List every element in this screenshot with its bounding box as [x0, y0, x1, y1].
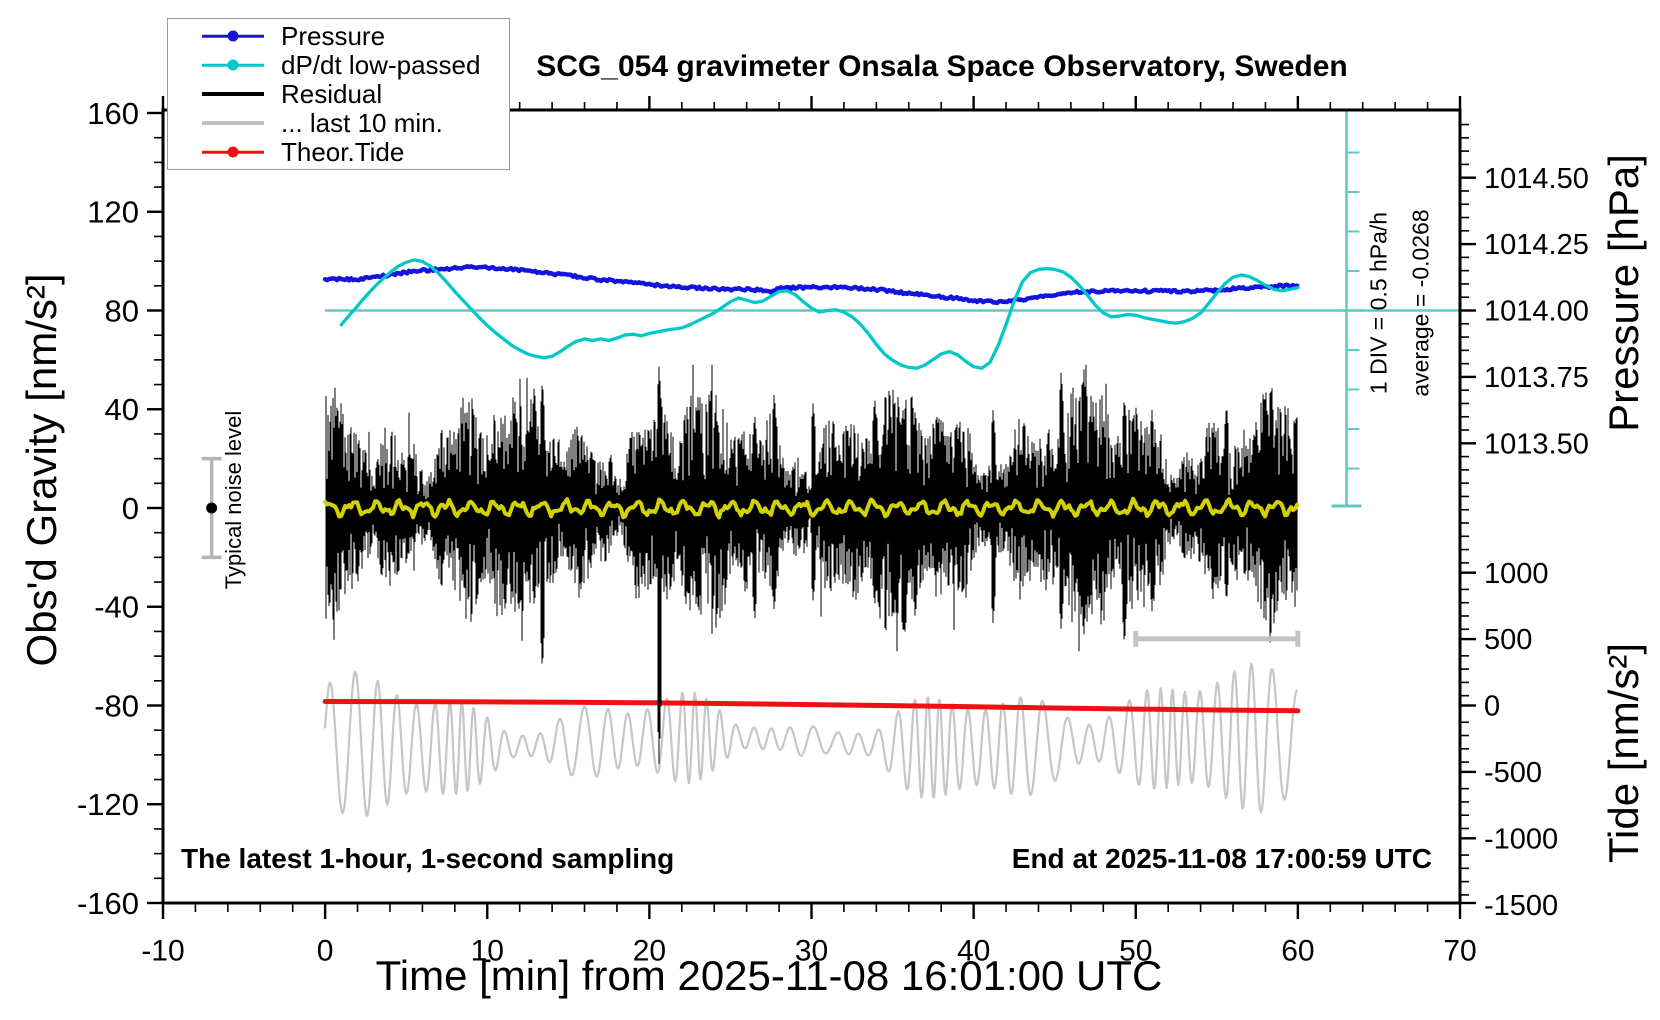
average-note: average = -0.0268	[1407, 209, 1434, 397]
x-tick-label: 30	[795, 935, 828, 968]
dpdt-line	[339, 258, 1300, 370]
legend-line-sample	[202, 88, 264, 100]
tide-tick-label: 1000	[1484, 558, 1549, 590]
gravity-tick-label: 40	[105, 392, 139, 427]
legend-item: ... last 10 min.	[168, 107, 509, 138]
pressure-tick-label: 1014.00	[1484, 296, 1589, 328]
pressure-axis-title: Pressure [hPa]	[1600, 154, 1647, 432]
gravity-tick-label: -40	[94, 590, 139, 625]
residual-lowpassed-line	[323, 496, 1300, 520]
tide-tick-label: -1000	[1484, 823, 1558, 855]
x-tick-label: 70	[1443, 935, 1476, 968]
x-tick-label: 20	[633, 935, 666, 968]
legend-line-sample	[202, 117, 264, 129]
gravity-tick-label: -160	[77, 886, 139, 921]
last-10-min-trace	[324, 662, 1299, 818]
sampling-note: The latest 1-hour, 1-second sampling	[181, 843, 675, 874]
gravity-tick-label: -80	[94, 688, 139, 723]
legend-item: Residual	[168, 78, 509, 109]
x-tick-label: 0	[317, 935, 334, 968]
legend-item-label: dP/dt low-passed	[281, 49, 481, 80]
legend-dot	[227, 146, 239, 158]
pressure-tick-label: 1013.75	[1484, 362, 1589, 394]
gravity-tick-label: 0	[122, 491, 139, 526]
legend-line-sample	[202, 30, 264, 42]
gravity-axis-title: Obs'd Gravity [nm/s²]	[18, 273, 65, 667]
legend-item: Pressure	[168, 20, 509, 51]
legend-line-sample	[202, 146, 264, 158]
legend-line-sample	[202, 59, 264, 71]
gravity-tick-label: 80	[105, 293, 139, 328]
tide-axis-title: Tide [nm/s²]	[1600, 642, 1647, 864]
gravity-tick-label: 160	[87, 96, 139, 131]
tide-tick-label: -500	[1484, 757, 1542, 789]
gravity-tick-label: -120	[77, 787, 139, 822]
legend-item: Theor.Tide	[168, 136, 509, 167]
legend-item: dP/dt low-passed	[168, 49, 509, 80]
tide-tick-label: -1500	[1484, 890, 1558, 922]
tide-tick-label: 500	[1484, 624, 1532, 656]
plot-frame	[161, 108, 1462, 905]
pressure-tick-label: 1013.50	[1484, 428, 1589, 460]
tide-tick-label: 0	[1484, 691, 1500, 723]
x-tick-label: 60	[1281, 935, 1314, 968]
noise-marker-dot	[206, 502, 218, 514]
legend-item-label: Theor.Tide	[281, 136, 405, 167]
legend-dot	[227, 59, 239, 71]
x-tick-label: 10	[471, 935, 504, 968]
legend-dot	[227, 30, 239, 42]
legend-item-label: Pressure	[281, 20, 386, 51]
gravity-tick-label: 120	[87, 195, 139, 230]
theoretical-tide-line	[322, 699, 1301, 714]
x-tick-label: -10	[141, 935, 184, 968]
pressure-line	[322, 264, 1300, 306]
legend-item-label: Residual	[281, 78, 383, 109]
typical-noise-level-label: Typical noise level	[221, 410, 246, 590]
end-time-note: End at 2025-11-08 17:00:59 UTC	[1011, 843, 1432, 874]
legend-item-label: ... last 10 min.	[281, 107, 443, 138]
x-axis-title: Time [min] from 2025-11-08 16:01:00 UTC	[375, 952, 1163, 999]
div-scale-note: 1 DIV = 0.5 hPa/h	[1365, 211, 1392, 395]
pressure-tick-label: 1014.25	[1484, 229, 1589, 261]
x-tick-label: 40	[957, 935, 990, 968]
x-tick-label: 50	[1119, 935, 1152, 968]
legend-box: Pressure dP/dt low-passed Residual... last…	[167, 18, 510, 170]
chart-title: SCG_054 gravimeter Onsala Space Observat…	[536, 50, 1348, 83]
pressure-tick-label: 1014.50	[1484, 163, 1589, 195]
